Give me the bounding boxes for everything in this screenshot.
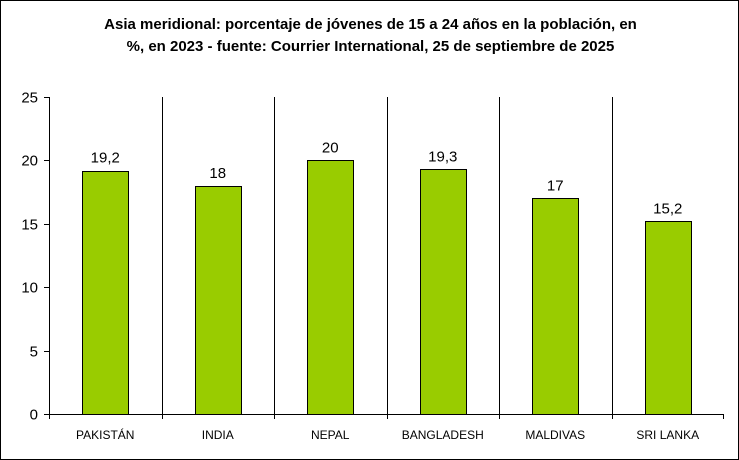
y-tick-label: 10 [21,280,38,297]
data-label: 18 [209,165,226,182]
data-label: 19,3 [428,148,457,165]
chart-title: Asia meridional: porcentaje de jóvenes d… [1,14,738,58]
y-tick-label: 25 [21,90,38,107]
bar-bangladesh [420,169,467,415]
x-category-label: PAKISTÁN [76,427,134,442]
bar-maldivas [532,198,579,415]
bar-sri-lanka [645,221,692,415]
bar-pakist-n [82,171,129,415]
data-label: 15,2 [653,200,682,217]
bar-nepal [307,160,354,415]
x-category-label: MALDIVAS [525,428,585,442]
x-category-label: BANGLADESH [402,428,484,442]
data-label: 20 [322,139,339,156]
data-label: 19,2 [91,150,120,167]
x-category-label: SRI LANKA [636,428,699,442]
x-category-label: INDIA [202,428,234,442]
y-tick-label: 5 [30,344,38,361]
bar-india [195,186,242,415]
chart-title-line-1: Asia meridional: porcentaje de jóvenes d… [104,16,637,33]
chart-title-line-2: %, en 2023 - fuente: Courrier Internatio… [126,38,615,55]
x-category-label: NEPAL [311,428,350,442]
y-tick-label: 20 [21,153,38,170]
data-label: 17 [547,177,564,194]
y-tick-label: 0 [30,407,38,424]
y-tick-label: 15 [21,217,38,234]
